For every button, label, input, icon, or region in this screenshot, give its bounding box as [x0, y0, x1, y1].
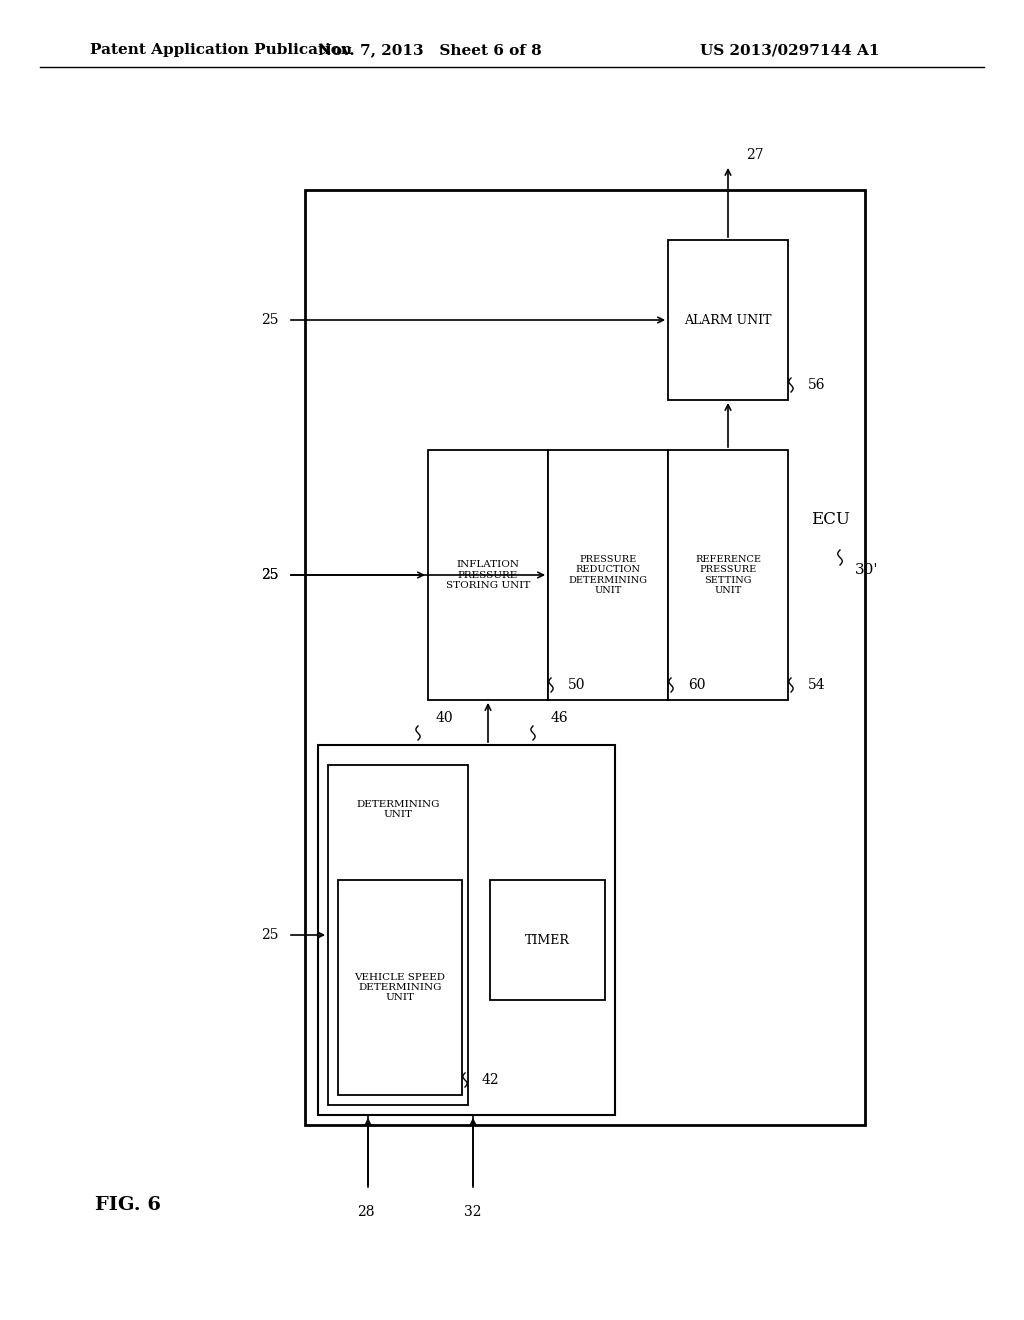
Text: 60: 60 — [688, 678, 706, 692]
Bar — [428, 450, 548, 700]
Bar — [490, 880, 605, 1001]
Bar — [338, 880, 462, 1096]
Text: 25: 25 — [261, 568, 279, 582]
Text: 42: 42 — [482, 1073, 500, 1086]
Text: 50: 50 — [568, 678, 586, 692]
Text: 54: 54 — [808, 678, 825, 692]
Text: 46: 46 — [551, 711, 568, 725]
Bar — [328, 766, 468, 1105]
Text: 25: 25 — [261, 568, 279, 582]
Bar — [548, 450, 668, 700]
Text: DETERMINING
UNIT: DETERMINING UNIT — [356, 800, 439, 820]
Bar — [668, 240, 788, 400]
Text: 30': 30' — [855, 564, 879, 577]
Text: INFLATION
PRESSURE
STORING UNIT: INFLATION PRESSURE STORING UNIT — [445, 560, 530, 590]
Text: Patent Application Publication: Patent Application Publication — [90, 44, 352, 57]
Text: 40: 40 — [436, 711, 454, 725]
Text: Nov. 7, 2013   Sheet 6 of 8: Nov. 7, 2013 Sheet 6 of 8 — [318, 44, 542, 57]
Bar — [668, 450, 788, 700]
Text: US 2013/0297144 A1: US 2013/0297144 A1 — [700, 44, 880, 57]
Bar — [305, 190, 865, 1125]
Text: 25: 25 — [261, 313, 279, 327]
Text: ECU: ECU — [811, 511, 850, 528]
Text: ALARM UNIT: ALARM UNIT — [684, 314, 772, 326]
Bar — [318, 744, 615, 1115]
Text: TIMER: TIMER — [525, 933, 570, 946]
Text: 27: 27 — [746, 148, 764, 162]
Text: 56: 56 — [808, 378, 825, 392]
Text: 25: 25 — [261, 928, 279, 942]
Text: PRESSURE
REDUCTION
DETERMINING
UNIT: PRESSURE REDUCTION DETERMINING UNIT — [568, 554, 647, 595]
Text: VEHICLE SPEED
DETERMINING
UNIT: VEHICLE SPEED DETERMINING UNIT — [354, 973, 445, 1002]
Text: 32: 32 — [464, 1205, 481, 1218]
Text: 28: 28 — [357, 1205, 375, 1218]
Text: REFERENCE
PRESSURE
SETTING
UNIT: REFERENCE PRESSURE SETTING UNIT — [695, 554, 761, 595]
Text: FIG. 6: FIG. 6 — [95, 1196, 161, 1214]
